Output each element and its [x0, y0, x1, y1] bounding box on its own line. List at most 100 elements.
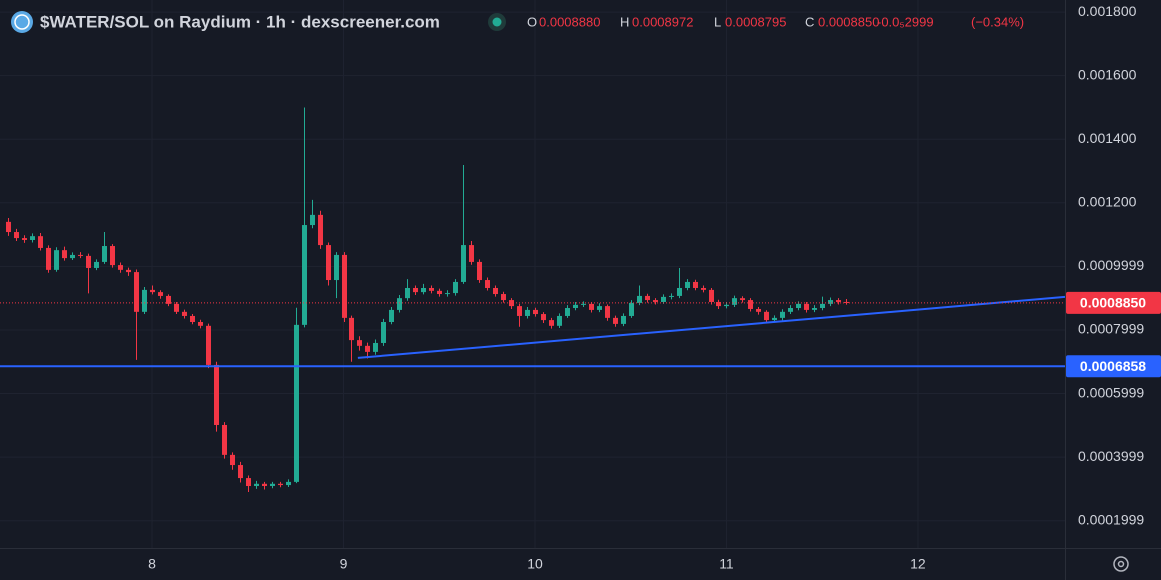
candle-body	[772, 317, 777, 321]
y-tick-label: 0.001600	[1078, 66, 1137, 82]
status-dot	[492, 17, 502, 27]
candle-body	[820, 303, 825, 309]
candle-body	[158, 292, 163, 296]
candle-body	[509, 300, 514, 307]
candle-body	[477, 261, 482, 281]
candle-body	[357, 340, 362, 346]
candle-body	[110, 246, 115, 266]
candle-body	[573, 304, 578, 309]
legend-value: 0.0008972	[632, 14, 693, 29]
candle-body	[517, 306, 522, 316]
candle-body	[22, 238, 27, 240]
candle-body	[246, 478, 251, 487]
candle-body	[6, 221, 11, 233]
candle-body	[78, 254, 83, 256]
candle-body	[365, 345, 370, 352]
candle-body	[764, 311, 769, 321]
candle-body	[493, 287, 498, 295]
candle-body	[693, 281, 698, 288]
legend-key: H	[620, 14, 629, 29]
candle-body	[142, 289, 147, 312]
candle-body	[38, 236, 43, 248]
y-tick-label: 0.0005999	[1078, 384, 1144, 400]
candle-body	[174, 303, 179, 312]
candle-body	[645, 295, 650, 301]
candle-body	[318, 214, 323, 246]
legend-value: 0.0008850	[818, 14, 879, 29]
candle-body	[421, 287, 426, 293]
candle-body	[94, 261, 99, 268]
candle-body	[661, 296, 666, 302]
y-tick-label: 0.001200	[1078, 194, 1137, 210]
y-tick-label: 0.0007999	[1078, 321, 1144, 337]
candle-body	[565, 308, 570, 316]
candle-body	[54, 250, 59, 270]
candle-body	[262, 483, 267, 487]
candle-body	[118, 265, 123, 270]
x-tick-label: 11	[719, 556, 734, 572]
candle-body	[270, 483, 275, 487]
candle-body	[86, 255, 91, 268]
candle-body	[413, 287, 418, 293]
candle-body	[629, 302, 634, 316]
candle-body	[326, 245, 331, 281]
candle-body	[190, 315, 195, 322]
settings-icon[interactable]	[1113, 556, 1129, 572]
legend-key: O	[527, 14, 537, 29]
candle-body	[653, 300, 658, 302]
candle-body	[46, 247, 51, 270]
candle-body	[102, 246, 107, 262]
candle-body	[405, 287, 410, 299]
candle-body	[381, 321, 386, 343]
candle-body	[397, 298, 402, 310]
candle-body	[469, 245, 474, 262]
candle-body	[294, 324, 299, 482]
logo	[11, 11, 33, 33]
candle-body	[166, 295, 171, 304]
plot	[0, 107, 1066, 493]
candle-body	[597, 306, 602, 310]
price-label-box	[1066, 355, 1161, 378]
change: -0.0₅2999	[877, 14, 934, 29]
candle-body	[501, 294, 506, 301]
settings-button[interactable]	[1113, 556, 1129, 572]
candle-body	[669, 295, 674, 297]
candle-body	[701, 287, 706, 290]
grid	[0, 0, 1065, 548]
logo	[14, 14, 30, 30]
legend-key: L	[714, 14, 721, 29]
y-tick-label: 0.0001999	[1078, 511, 1144, 527]
candle-body	[828, 300, 833, 304]
x-tick-label: 8	[148, 556, 156, 572]
candle-body	[286, 481, 291, 486]
candle-body	[150, 289, 155, 293]
candle-body	[812, 308, 817, 310]
candle-body	[836, 300, 841, 302]
candle-body	[589, 303, 594, 310]
candle-body	[453, 281, 458, 294]
candle-body	[724, 304, 729, 307]
candle-body	[437, 290, 442, 295]
candle-body	[685, 281, 690, 288]
candle-body	[485, 280, 490, 288]
candle-body	[429, 287, 434, 291]
legend-key: C	[805, 14, 814, 29]
x-tick-label: 10	[527, 556, 543, 572]
candle-body	[709, 289, 714, 302]
legend-value: 0.0008880	[539, 14, 600, 29]
y-tick-label: 0.0003999	[1078, 448, 1144, 464]
candle-body	[198, 321, 203, 326]
candle-body	[732, 298, 737, 305]
x-tick-label: 12	[910, 556, 926, 572]
candle-body	[134, 272, 139, 312]
candle-body	[222, 424, 227, 455]
candle-body	[533, 309, 538, 315]
candle-body	[126, 269, 131, 273]
candle-body	[62, 250, 67, 259]
price-label-box	[1066, 291, 1161, 314]
x-tick-label: 9	[340, 556, 348, 572]
settings-icon[interactable]	[1117, 560, 1125, 568]
